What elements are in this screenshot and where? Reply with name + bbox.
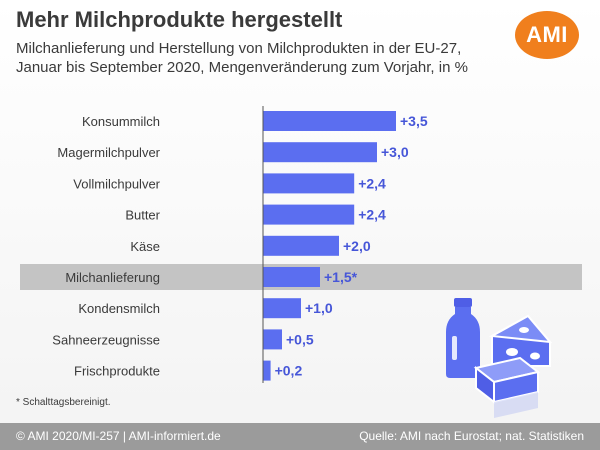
butter-icon: [473, 356, 541, 418]
bar: [263, 298, 301, 319]
value-label: +3,5: [400, 113, 428, 129]
bar: [263, 204, 355, 225]
chart-subtitle: Milchanlieferung und Herstellung von Mil…: [16, 40, 468, 76]
bar: [263, 142, 377, 163]
footer-source: Quelle: AMI nach Eurostat; nat. Statisti…: [359, 429, 584, 443]
footer-copyright: © AMI 2020/MI-257 | AMI-informiert.de: [16, 429, 221, 443]
category-label: Sahneerzeugnisse: [52, 332, 160, 347]
bar: [263, 329, 282, 350]
bar-chart: Konsummilch +3,5 Magermilchpulver +3,0 Vollm…: [20, 106, 582, 383]
bar: [263, 173, 355, 194]
category-label: Butter: [125, 208, 160, 223]
dairy-illustration: [446, 298, 553, 418]
cheese-icon: [488, 314, 553, 367]
value-label: +1,0: [305, 300, 333, 316]
ami-logo-text: AMI: [526, 22, 568, 47]
bar: [263, 235, 339, 256]
category-label: Frischprodukte: [74, 364, 160, 379]
value-label: +0,5: [286, 331, 314, 347]
footer-bar: © AMI 2020/MI-257 | AMI-informiert.de Qu…: [0, 423, 600, 450]
category-label: Magermilchpulver: [57, 145, 160, 160]
category-label: Konsummilch: [82, 114, 160, 129]
milk-bottle-icon: [446, 298, 480, 378]
category-label: Käse: [130, 239, 160, 254]
value-label: +2,4: [358, 207, 386, 223]
value-label: +1,5*: [324, 269, 358, 285]
value-label: +2,4: [358, 175, 386, 191]
category-label: Kondensmilch: [78, 301, 160, 316]
value-label: +2,0: [343, 238, 371, 254]
category-label: Vollmilchpulver: [73, 176, 160, 191]
bar: [263, 360, 271, 381]
value-label: +3,0: [381, 144, 409, 160]
value-label: +0,2: [275, 363, 303, 379]
footnote: * Schalttagsbereinigt.: [16, 397, 111, 408]
bar: [263, 111, 396, 131]
bar: [263, 267, 320, 287]
category-label: Milchanlieferung: [65, 270, 160, 285]
ami-logo: AMI: [515, 11, 579, 59]
chart-title: Mehr Milchprodukte hergestellt: [16, 7, 343, 32]
